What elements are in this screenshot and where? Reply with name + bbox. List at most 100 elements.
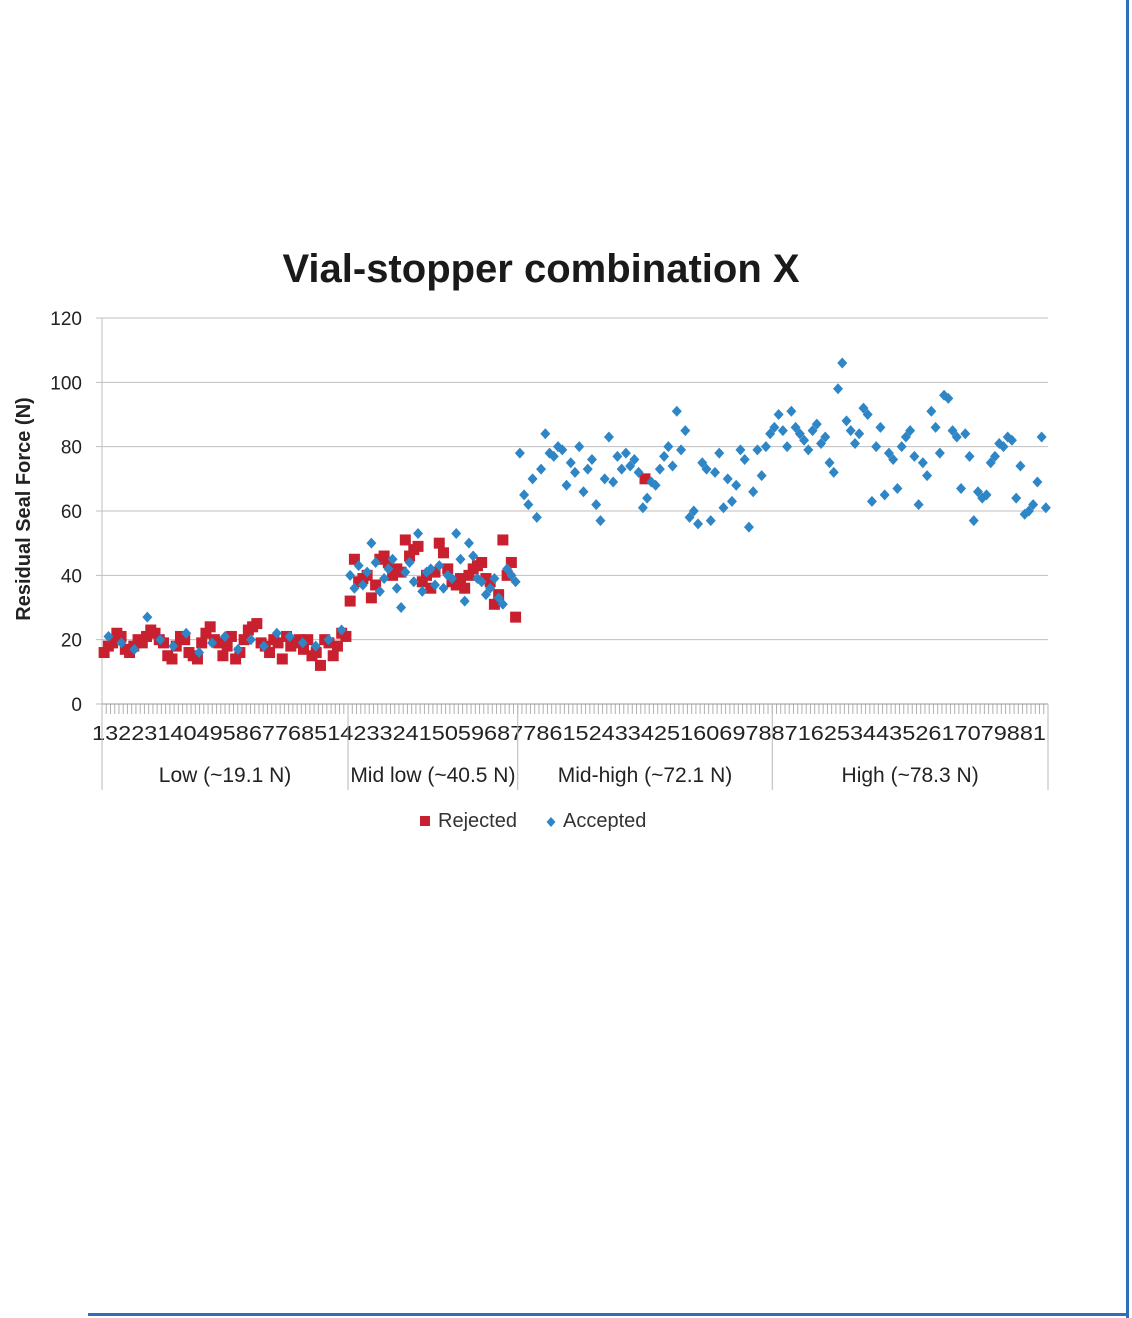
accepted-point: [956, 482, 967, 494]
accepted-point: [455, 553, 466, 565]
rejected-point: [217, 650, 229, 662]
accepted-point: [245, 634, 256, 646]
accepted-point: [527, 473, 538, 485]
accepted-point: [362, 566, 373, 578]
accepted-point: [777, 425, 788, 437]
rejected-point: [378, 550, 390, 562]
rejected-point: [98, 647, 110, 659]
rejected-point: [425, 582, 437, 594]
accepted-point: [155, 634, 166, 646]
y-tick-label: 100: [50, 373, 82, 394]
accepted-point: [387, 553, 398, 565]
accepted-point: [574, 441, 585, 453]
rejected-point: [433, 537, 445, 549]
accepted-point: [803, 444, 814, 456]
y-tick-label: 60: [61, 502, 82, 523]
rejected-point: [463, 569, 475, 581]
accepted-point: [591, 499, 602, 511]
accepted-point: [828, 466, 839, 478]
accepted-point: [434, 560, 445, 572]
accepted-point: [565, 457, 576, 469]
accepted-point: [905, 425, 916, 437]
accepted-point: [731, 479, 742, 491]
y-tick-label: 20: [61, 631, 82, 652]
accepted-point: [485, 582, 496, 594]
accepted-point: [194, 647, 205, 659]
accepted-point: [514, 447, 525, 459]
accepted-point: [659, 450, 670, 462]
accepted-point: [284, 630, 295, 642]
accepted-point: [709, 466, 720, 478]
category-label: High (~78.3 N): [842, 764, 979, 787]
accepted-point: [531, 511, 542, 523]
accepted-point: [396, 602, 407, 613]
accepted-point: [968, 515, 979, 527]
rejected-point: [136, 637, 148, 649]
accepted-point: [633, 466, 644, 478]
accepted-point: [379, 573, 390, 585]
rejected-point: [314, 659, 326, 671]
accepted-point: [1040, 502, 1051, 514]
accepted-point: [807, 425, 818, 437]
rejected-point: [365, 592, 377, 604]
y-axis-ticks: 0 20 40 60 80 100 120: [50, 309, 82, 716]
legend-rejected-label: Rejected: [438, 810, 517, 832]
accepted-point: [232, 643, 243, 655]
accepted-point: [258, 640, 269, 652]
y-tick-label: 40: [61, 566, 82, 587]
accepted-point: [722, 473, 733, 485]
accepted-point: [168, 640, 179, 652]
rejected-point: [293, 634, 305, 646]
accepted-point: [684, 511, 695, 523]
accepted-point: [701, 463, 712, 475]
accepted-point: [510, 576, 521, 588]
rejected-point: [344, 595, 356, 607]
x-tick-labels: 1322314049586776851423324150596877861524…: [92, 723, 1046, 745]
rejected-point: [230, 653, 242, 665]
accepted-point: [366, 537, 377, 549]
chart-title: Vial-stopper combination X: [282, 247, 799, 291]
rejected-point: [476, 556, 488, 568]
accepted-point: [612, 450, 623, 462]
accepted-point: [1015, 460, 1026, 472]
rejected-point: [221, 640, 233, 652]
frame-border-right: [1126, 0, 1129, 1318]
rejected-point: [276, 653, 288, 665]
accepted-point: [468, 550, 479, 562]
accepted-point: [620, 447, 631, 459]
rejected-point: [505, 556, 517, 568]
rejected-point: [115, 630, 127, 642]
accepted-point: [667, 460, 678, 472]
rejected-point: [225, 630, 237, 642]
accepted-point: [917, 457, 928, 469]
accepted-point: [616, 463, 627, 475]
legend: Rejected Accepted: [420, 810, 646, 832]
accepted-point: [413, 528, 424, 540]
accepted-point: [960, 428, 971, 440]
accepted-point: [752, 444, 763, 456]
rejected-point: [238, 634, 250, 646]
rejected-point: [298, 643, 310, 655]
accepted-point: [548, 450, 559, 462]
accepted-point: [680, 425, 691, 437]
accepted-point: [557, 444, 568, 456]
accepted-point: [676, 444, 687, 456]
accepted-point: [654, 463, 665, 475]
rejected-point: [488, 598, 500, 610]
accepted-point: [718, 502, 729, 514]
accepted-point: [871, 441, 882, 453]
accepted-point: [391, 582, 402, 594]
rejected-point: [382, 556, 394, 568]
accepted-point: [519, 489, 530, 501]
accepted-point: [523, 499, 534, 511]
accepted-point: [799, 434, 810, 446]
accepted-point: [451, 528, 462, 540]
accepted-point: [1011, 492, 1022, 504]
accepted-point: [489, 573, 500, 585]
accepted-point: [476, 576, 487, 588]
rejected-point: [412, 540, 424, 552]
accepted-point: [900, 431, 911, 443]
accepted-point: [599, 473, 610, 485]
accepted-point: [951, 431, 962, 443]
data-points: [98, 357, 1051, 671]
